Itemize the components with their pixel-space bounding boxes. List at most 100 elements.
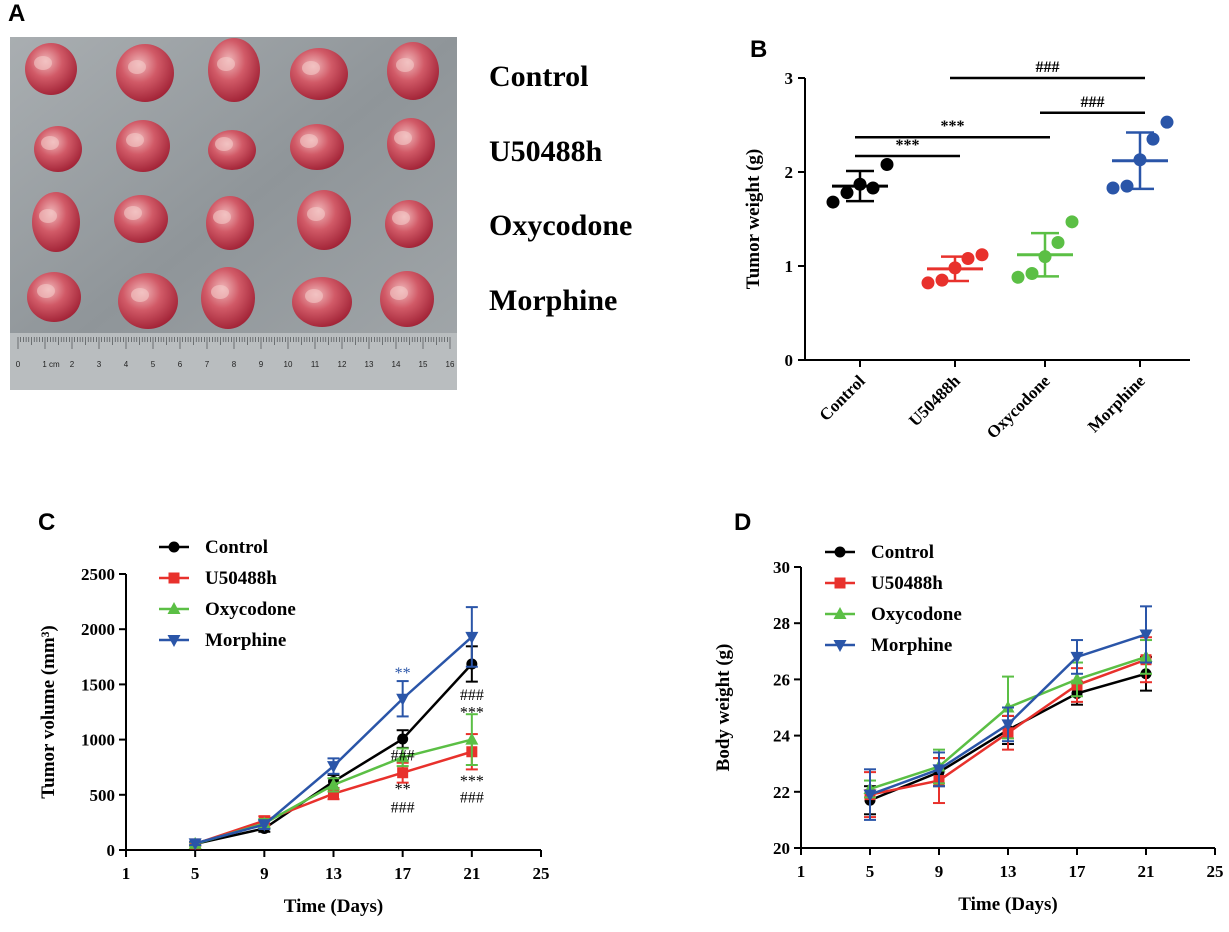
ruler-number: 2 [70, 360, 75, 369]
ruler-number: 12 [338, 360, 347, 369]
x-tick-label: 5 [866, 862, 875, 881]
data-point [188, 838, 202, 851]
y-tick-label: 0 [785, 351, 794, 370]
x-tick-label: 17 [1069, 862, 1087, 881]
significance-annotation: ### [391, 799, 415, 816]
x-axis-label: Time (Days) [284, 896, 383, 917]
ruler-number: 3 [97, 360, 102, 369]
ruler-number: 13 [365, 360, 374, 369]
ruler-number: 16 [446, 360, 455, 369]
legend: Control U50488h Oxycodone Morphine [825, 542, 962, 656]
tumor-sample [292, 277, 352, 327]
data-point [465, 732, 479, 745]
legend-marker [833, 640, 847, 652]
tumor-highlight [305, 289, 323, 303]
y-tick-label: 26 [773, 670, 790, 689]
significance-annotation: ** [395, 781, 411, 798]
significance-label: *** [896, 137, 920, 154]
legend-marker [167, 602, 181, 614]
significance-label: ### [1036, 59, 1060, 76]
data-point [961, 251, 975, 265]
tumor-highlight [392, 211, 410, 225]
photo-label-control: Control [489, 60, 589, 93]
ruler-number: 4 [124, 360, 129, 369]
series-morphine [863, 605, 1153, 821]
tumor-sample [32, 192, 80, 252]
tumor-sample [27, 272, 81, 322]
data-point [948, 261, 962, 275]
ruler-number: 11 [311, 360, 320, 369]
data-point [257, 819, 271, 832]
legend-label: Control [871, 542, 934, 563]
tumor-sample [118, 273, 178, 329]
ruler-number: 0 [16, 360, 21, 369]
tumor-sample [206, 196, 254, 250]
x-axis-label: Time (Days) [958, 894, 1057, 915]
data-point [1038, 250, 1052, 264]
tumor-highlight [124, 206, 142, 220]
photo-label-u50488h: U50488h [489, 135, 603, 168]
tumor-sample [387, 118, 435, 170]
legend-marker [834, 577, 846, 589]
y-axis-label: Tumor volume (mm³) [38, 625, 59, 799]
panel-c-letter: C [38, 509, 56, 536]
group-control [826, 157, 894, 209]
ruler-number: 9 [259, 360, 264, 369]
ruler: 0 1 cm 2 3 4 5 6 7 8 9 10 11 12 13 14 15 16 [10, 333, 457, 390]
tumor-highlight [34, 56, 52, 70]
y-tick-label: 500 [90, 786, 116, 805]
photo-label-morphine: Morphine [489, 284, 618, 317]
tumor-highlight [211, 285, 229, 299]
data-point [866, 181, 880, 195]
y-tick-label: 1000 [81, 731, 115, 750]
data-point [880, 157, 894, 171]
tumor-sample [208, 38, 260, 102]
x-tick-label: 5 [191, 864, 200, 883]
photo-label-oxycodone: Oxycodone [489, 209, 633, 242]
y-tick-label: 0 [107, 841, 116, 860]
tumor-highlight [126, 133, 144, 147]
tumor-sample [25, 43, 77, 95]
x-tick-label: 1 [122, 864, 131, 883]
significance-annotation: *** [460, 773, 484, 790]
legend-label: Morphine [205, 630, 286, 651]
tumor-sample [116, 44, 174, 102]
data-point [935, 273, 949, 287]
data-point [1011, 270, 1025, 284]
ruler-number: 7 [205, 360, 210, 369]
significance-annotation: ### [460, 687, 484, 704]
tumor-highlight [213, 210, 231, 224]
legend: Control U50488h Oxycodone Morphine [159, 537, 296, 651]
x-tick-label: 25 [1207, 862, 1224, 881]
data-point [1051, 236, 1065, 249]
data-point [1001, 719, 1015, 732]
legend-marker [167, 635, 181, 647]
data-point [1160, 115, 1174, 129]
x-tick-label: 21 [1138, 862, 1155, 881]
data-point [396, 750, 410, 763]
tumor-highlight [37, 284, 55, 298]
data-point [1106, 181, 1120, 195]
tumor-highlight [307, 207, 325, 221]
y-tick-label: 2500 [81, 565, 115, 584]
tumor-sample [116, 120, 170, 172]
group-u50488h [921, 248, 989, 290]
tumor-highlight [131, 288, 149, 302]
data-point [328, 788, 339, 800]
data-point [1025, 267, 1039, 281]
ruler-number: 1 cm [42, 360, 60, 369]
tumor-sample [114, 195, 168, 243]
y-axis-label: Tumor weight (g) [743, 149, 764, 289]
significance-annotation: ### [460, 790, 484, 807]
significance-label: ### [1081, 94, 1105, 111]
panel-d-letter: D [734, 509, 752, 536]
tumor-highlight [394, 131, 412, 145]
y-tick-label: 28 [773, 614, 790, 633]
data-point [397, 733, 409, 745]
y-tick-label: 3 [785, 69, 794, 88]
data-point [853, 177, 867, 191]
tumor-samples [25, 38, 439, 329]
data-point [1070, 651, 1084, 664]
